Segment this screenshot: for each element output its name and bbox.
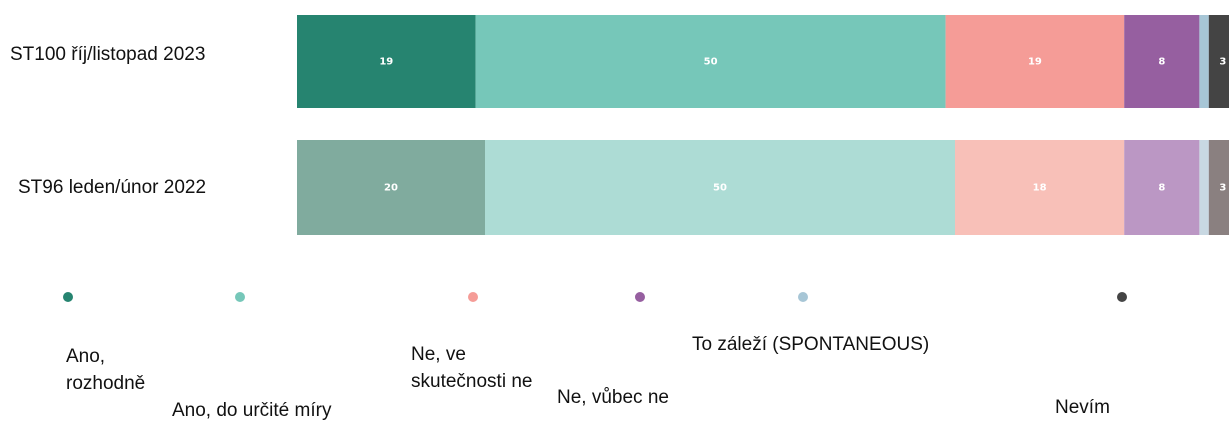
legend-label: Nevím (1055, 397, 1110, 418)
bar-segment (297, 140, 485, 235)
bar-segment (485, 140, 955, 235)
value-label: 19 (379, 57, 393, 68)
bar-segment (1124, 15, 1200, 108)
value-label: 19 (1028, 57, 1042, 68)
value-label: 50 (704, 57, 718, 68)
value-label: 8 (1158, 183, 1165, 194)
legend-marker (235, 292, 245, 302)
legend-marker (635, 292, 645, 302)
category-label: ST96 leden/únor 2022 (18, 177, 207, 198)
value-label: 3 (1219, 57, 1226, 68)
value-label: 3 (1219, 183, 1226, 194)
bar-segment (475, 15, 946, 108)
legend-label: Ne, ve skutečnosti ne (411, 344, 533, 392)
legend-marker (468, 292, 478, 302)
legend-label: To záleží (SPONTANEOUS) (692, 334, 930, 355)
legend-marker (1117, 292, 1127, 302)
bar-segment (945, 15, 1125, 108)
legend-marker (798, 292, 808, 302)
bar-segment (297, 15, 476, 108)
bar-segment (1199, 15, 1209, 108)
value-label: 50 (713, 183, 727, 194)
value-label: 18 (1033, 183, 1047, 194)
legend-label: Ano, rozhodně (66, 346, 146, 394)
legend-label: Ano, do určité míry (172, 400, 332, 421)
value-label: 20 (384, 183, 398, 194)
category-label: ST100 říj/listopad 2023 (10, 44, 206, 65)
bar-segment (1124, 140, 1200, 235)
bar-segment (955, 140, 1125, 235)
bar-segment (1208, 140, 1229, 235)
value-label: 8 (1158, 57, 1165, 68)
bar-segment (1208, 15, 1229, 108)
legend-marker (63, 292, 73, 302)
bar-segment (1199, 140, 1209, 235)
legend-label: Ne, vůbec ne (557, 387, 669, 408)
